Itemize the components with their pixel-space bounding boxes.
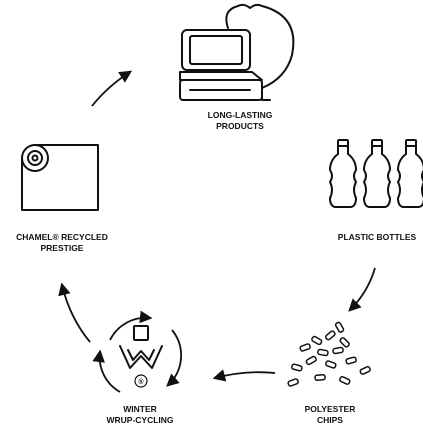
node-label: WINTER	[123, 404, 157, 414]
chips-icon	[288, 322, 371, 387]
flow-arrow	[215, 372, 275, 378]
roll-icon	[22, 145, 98, 210]
node-label: CHIPS	[317, 415, 343, 425]
node-label: POLYESTER	[305, 404, 356, 414]
node-label: PRESTIGE	[41, 243, 84, 253]
flow-arrow	[62, 285, 90, 342]
node-label: LONG-LASTING	[208, 110, 273, 120]
products-icon	[180, 5, 293, 100]
icon-mark: ®	[138, 378, 144, 386]
bottles-icon	[330, 140, 423, 207]
flow-arrow	[350, 268, 375, 310]
cycle-diagram: LONG-LASTING PRODUCTS PLASTIC BOTTLES PO…	[0, 0, 423, 434]
node-label: CHAMEL® RECYCLED	[16, 232, 108, 242]
node-label: WRUP-CYCLING	[106, 415, 173, 425]
node-label: PLASTIC BOTTLES	[338, 232, 417, 242]
node-label: PRODUCTS	[216, 121, 264, 131]
flow-arrow	[92, 72, 130, 106]
